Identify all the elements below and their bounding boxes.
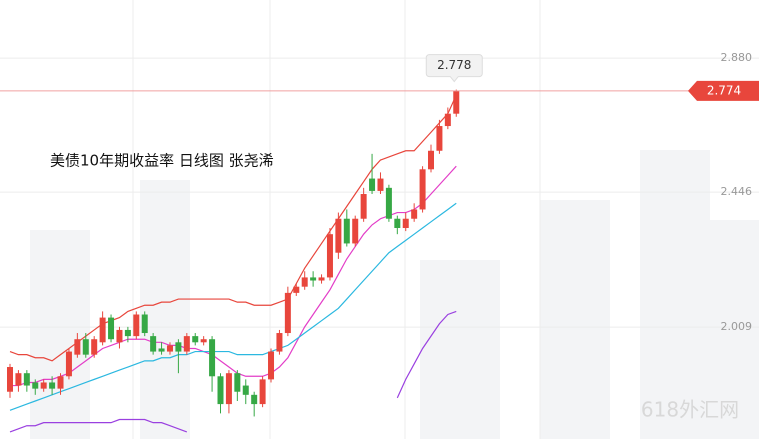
candle-body <box>133 314 140 337</box>
last-price-tag <box>688 80 759 101</box>
candle-body <box>242 385 249 395</box>
candle-body <box>166 345 173 352</box>
candle-body <box>453 90 460 114</box>
candle-body <box>318 277 325 281</box>
candle-body <box>217 376 224 405</box>
candle-body <box>352 218 359 244</box>
candle-body <box>15 373 22 386</box>
watermark: 618外汇网 <box>641 398 739 422</box>
candle-body <box>116 329 123 343</box>
candle-body <box>284 292 291 334</box>
candle-body <box>259 379 266 405</box>
candle-body <box>150 336 157 352</box>
candle-body <box>276 333 283 352</box>
y-tick-label: 2.880 <box>721 51 753 64</box>
last-price-label: 2.774 <box>707 83 741 97</box>
candle-body <box>124 329 131 337</box>
candle-body <box>158 348 165 352</box>
candle-body <box>7 367 13 392</box>
moving-average-line <box>10 165 457 387</box>
high-label: 2.778 <box>437 58 471 72</box>
marks: 2.774 2.778 <box>0 54 759 433</box>
candle-body <box>225 373 232 405</box>
candle-body <box>335 218 342 253</box>
y-tick-label: 2.009 <box>721 320 753 333</box>
candle-body <box>268 351 275 380</box>
candle-body <box>444 113 451 127</box>
candle-body <box>343 218 350 244</box>
candle-body <box>411 209 418 219</box>
candle-body <box>40 382 47 389</box>
y-tick-label: 2.446 <box>721 185 753 198</box>
moving-average-line <box>9 310 457 433</box>
candle-body <box>175 342 182 352</box>
grid: 2.009 2.446 2.880 <box>0 51 759 333</box>
candle-body <box>192 336 199 343</box>
candle-body <box>385 187 392 219</box>
candle-body <box>402 218 409 228</box>
candle-body <box>200 339 207 343</box>
candle-body <box>65 351 72 377</box>
candle-body <box>57 376 64 389</box>
candle-body <box>91 339 98 355</box>
candle-body <box>74 339 81 355</box>
candle-body <box>428 150 434 170</box>
candle-body <box>394 218 401 228</box>
candle-body <box>377 178 384 191</box>
candle-body <box>436 126 443 151</box>
candle-body <box>419 169 426 210</box>
candle-body <box>99 317 106 343</box>
high-callout <box>425 54 483 83</box>
candle-body <box>108 317 115 340</box>
candle-body <box>360 194 367 219</box>
candle-body <box>141 314 148 334</box>
candle-body <box>23 373 30 386</box>
candle-body <box>82 339 89 355</box>
candle-body <box>310 277 317 281</box>
candle-body <box>369 178 376 191</box>
candle-body <box>32 382 39 389</box>
moving-average-line <box>9 202 457 411</box>
candle-body <box>209 339 216 377</box>
candle-body <box>49 382 56 389</box>
candle-body <box>251 394 258 405</box>
candle-body <box>301 277 308 287</box>
candle-body <box>293 286 300 293</box>
candle-body <box>234 373 241 392</box>
candle-body <box>183 336 190 352</box>
background <box>30 150 759 439</box>
chart-title: 美债10年期收益率 日线图 张尧浠 <box>50 152 274 170</box>
candle-body <box>326 234 333 278</box>
moving-average-line <box>9 94 457 362</box>
